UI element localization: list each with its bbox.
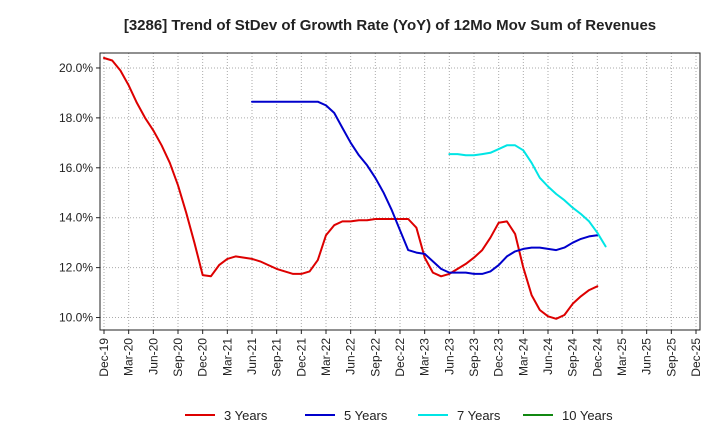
grid: [100, 53, 700, 330]
y-tick-label: 12.0%: [59, 261, 93, 275]
x-tick-label: Mar-23: [418, 338, 432, 376]
legend-label: 7 Years: [457, 408, 501, 423]
x-tick-label: Jun-24: [541, 338, 555, 375]
y-tick-label: 20.0%: [59, 61, 93, 75]
x-tick-label: Sep-22: [368, 338, 382, 377]
y-tick-label: 10.0%: [59, 311, 93, 325]
x-tick-label: Dec-22: [393, 338, 407, 377]
x-tick-label: Jun-21: [245, 338, 259, 375]
x-tick-label: Sep-20: [171, 338, 185, 377]
x-tick-label: Jun-25: [640, 338, 654, 375]
series-line-7-years: [448, 144, 607, 248]
series-line-5-years: [251, 100, 599, 275]
x-tick-label: Dec-24: [590, 338, 604, 377]
y-tick-label: 14.0%: [59, 211, 93, 225]
x-tick-label: Mar-20: [122, 338, 136, 376]
y-tick-label: 16.0%: [59, 161, 93, 175]
x-tick-label: Jun-20: [146, 338, 160, 375]
y-tick-label: 18.0%: [59, 111, 93, 125]
x-tick-label: Jun-22: [344, 338, 358, 375]
x-tick-label: Dec-20: [196, 338, 210, 377]
x-tick-label: Mar-21: [220, 338, 234, 376]
x-tick-label: Dec-19: [97, 338, 111, 377]
legend-label: 3 Years: [224, 408, 268, 423]
x-tick-label: Dec-21: [294, 338, 308, 377]
x-tick-label: Sep-24: [566, 338, 580, 377]
legend: 3 Years 5 Years 7 Years 10 Years: [185, 408, 613, 423]
legend-label: 10 Years: [562, 408, 613, 423]
series-line-3-years: [103, 57, 599, 320]
x-tick-label: Mar-22: [319, 338, 333, 376]
x-tick-label: Sep-23: [467, 338, 481, 377]
x-axis: Dec-19 Mar-20 Jun-20 Sep-20 Dec-20 Mar-21 Jun-…: [97, 330, 703, 377]
x-tick-label: Sep-25: [664, 338, 678, 377]
x-tick-label: Mar-24: [516, 338, 530, 376]
x-tick-label: Dec-23: [492, 338, 506, 377]
legend-label: 5 Years: [344, 408, 388, 423]
series-layer: [103, 57, 607, 320]
x-tick-label: Sep-21: [270, 338, 284, 377]
x-tick-label: Jun-23: [442, 338, 456, 375]
x-tick-label: Dec-25: [689, 338, 703, 377]
y-axis: 10.0% 12.0% 14.0% 16.0% 18.0% 20.0%: [59, 61, 100, 325]
chart-title: [3286] Trend of StDev of Growth Rate (Yo…: [124, 17, 656, 34]
x-tick-label: Mar-25: [615, 338, 629, 376]
